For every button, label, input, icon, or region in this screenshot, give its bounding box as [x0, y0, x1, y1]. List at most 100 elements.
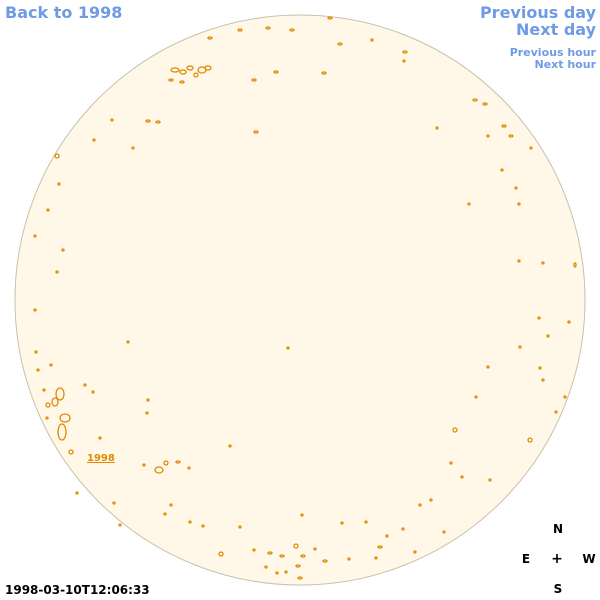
contour-blob — [175, 460, 181, 464]
contour-blob — [286, 346, 290, 350]
magnetic-contours — [33, 16, 577, 580]
contour-blob — [337, 42, 343, 46]
contour-blob — [295, 564, 301, 568]
contour-blob — [279, 554, 285, 558]
contour-blob — [179, 80, 185, 84]
compass-center: + — [551, 551, 563, 567]
contour-blob — [573, 262, 577, 268]
contour-blob — [193, 72, 199, 78]
contour-blob — [55, 270, 59, 274]
contour-blob — [131, 146, 135, 150]
next-day-link[interactable]: Next day — [516, 20, 596, 39]
contour-blob — [170, 67, 180, 73]
compass-north: N — [552, 522, 564, 536]
contour-blob — [486, 134, 490, 138]
compass-west: W — [582, 552, 596, 566]
contour-blob — [34, 350, 38, 354]
contour-blob — [57, 182, 61, 186]
contour-blob — [347, 557, 351, 561]
contour-blob — [518, 345, 522, 349]
previous-hour-link[interactable]: Previous hour — [509, 46, 596, 59]
contour-blob — [57, 423, 67, 441]
contour-blob — [284, 570, 288, 574]
contour-blob — [201, 524, 205, 528]
contour-blob — [340, 521, 344, 525]
contour-blob — [449, 461, 453, 465]
contour-blob — [168, 78, 174, 82]
contour-blob — [154, 466, 164, 474]
contour-blob — [377, 545, 383, 549]
contour-blob — [401, 527, 405, 531]
contour-blob — [54, 153, 60, 159]
contour-blob — [188, 520, 192, 524]
contour-blob — [163, 512, 167, 516]
contour-blob — [313, 547, 317, 551]
contour-blob — [289, 28, 295, 32]
contour-blob — [169, 503, 173, 507]
contour-blob — [155, 120, 161, 124]
contour-blob — [275, 571, 279, 575]
contour-blob — [204, 65, 212, 71]
contour-blob — [514, 186, 518, 190]
contour-blob — [567, 320, 571, 324]
contour-blob — [42, 388, 46, 392]
contour-blob — [55, 387, 65, 401]
contour-blob — [45, 416, 49, 420]
solar-disk — [14, 14, 586, 586]
contour-blob — [265, 26, 271, 30]
contour-blob — [273, 70, 279, 74]
contour-blob — [364, 520, 368, 524]
contour-blob — [486, 365, 490, 369]
contour-blob — [51, 397, 59, 407]
contour-blob — [327, 16, 333, 20]
contour-blob — [527, 437, 533, 443]
next-hour-link[interactable]: Next hour — [534, 58, 597, 71]
contour-blob — [83, 383, 87, 387]
contour-blob — [413, 550, 417, 554]
contour-blob — [186, 65, 194, 71]
contour-blob — [482, 102, 488, 106]
previous-day-link[interactable]: Previous day — [479, 3, 596, 22]
contour-blob — [508, 134, 514, 138]
contour-blob — [75, 491, 79, 495]
contour-blob — [541, 378, 545, 382]
contour-blob — [112, 501, 116, 505]
contour-blob — [251, 78, 257, 82]
contour-blob — [402, 50, 408, 54]
contour-blob — [374, 556, 378, 560]
contour-blob — [435, 126, 439, 130]
contour-blob — [118, 523, 122, 527]
contour-blob — [61, 248, 65, 252]
contour-blob — [418, 503, 422, 507]
contour-blob — [488, 478, 492, 482]
region-label-link[interactable]: 1998 — [87, 453, 115, 464]
contour-blob — [252, 548, 256, 552]
contour-blob — [253, 130, 259, 134]
contour-blob — [297, 576, 303, 580]
contour-blob — [402, 59, 406, 63]
contour-blob — [517, 259, 521, 263]
back-to-year-link[interactable]: Back to 1998 — [5, 3, 123, 22]
contour-blob — [429, 498, 433, 502]
contour-blob — [126, 340, 130, 344]
contour-blob — [207, 36, 213, 40]
contour-blob — [554, 410, 558, 414]
contour-blob — [300, 513, 304, 517]
contour-blob — [238, 525, 242, 529]
contour-blob — [537, 316, 541, 320]
contour-blob — [59, 413, 71, 423]
contour-blob — [529, 146, 533, 150]
contour-blob — [91, 390, 95, 394]
compass-south: S — [553, 582, 563, 596]
contour-blob — [68, 449, 74, 455]
contour-blob — [300, 554, 306, 558]
contour-blob — [467, 202, 471, 206]
contour-blob — [145, 119, 151, 123]
contour-blob — [264, 565, 268, 569]
contour-blob — [563, 395, 567, 399]
contour-blob — [92, 138, 96, 142]
contour-blob — [541, 261, 545, 265]
contour-blob — [36, 368, 40, 372]
contour-blob — [472, 98, 478, 102]
